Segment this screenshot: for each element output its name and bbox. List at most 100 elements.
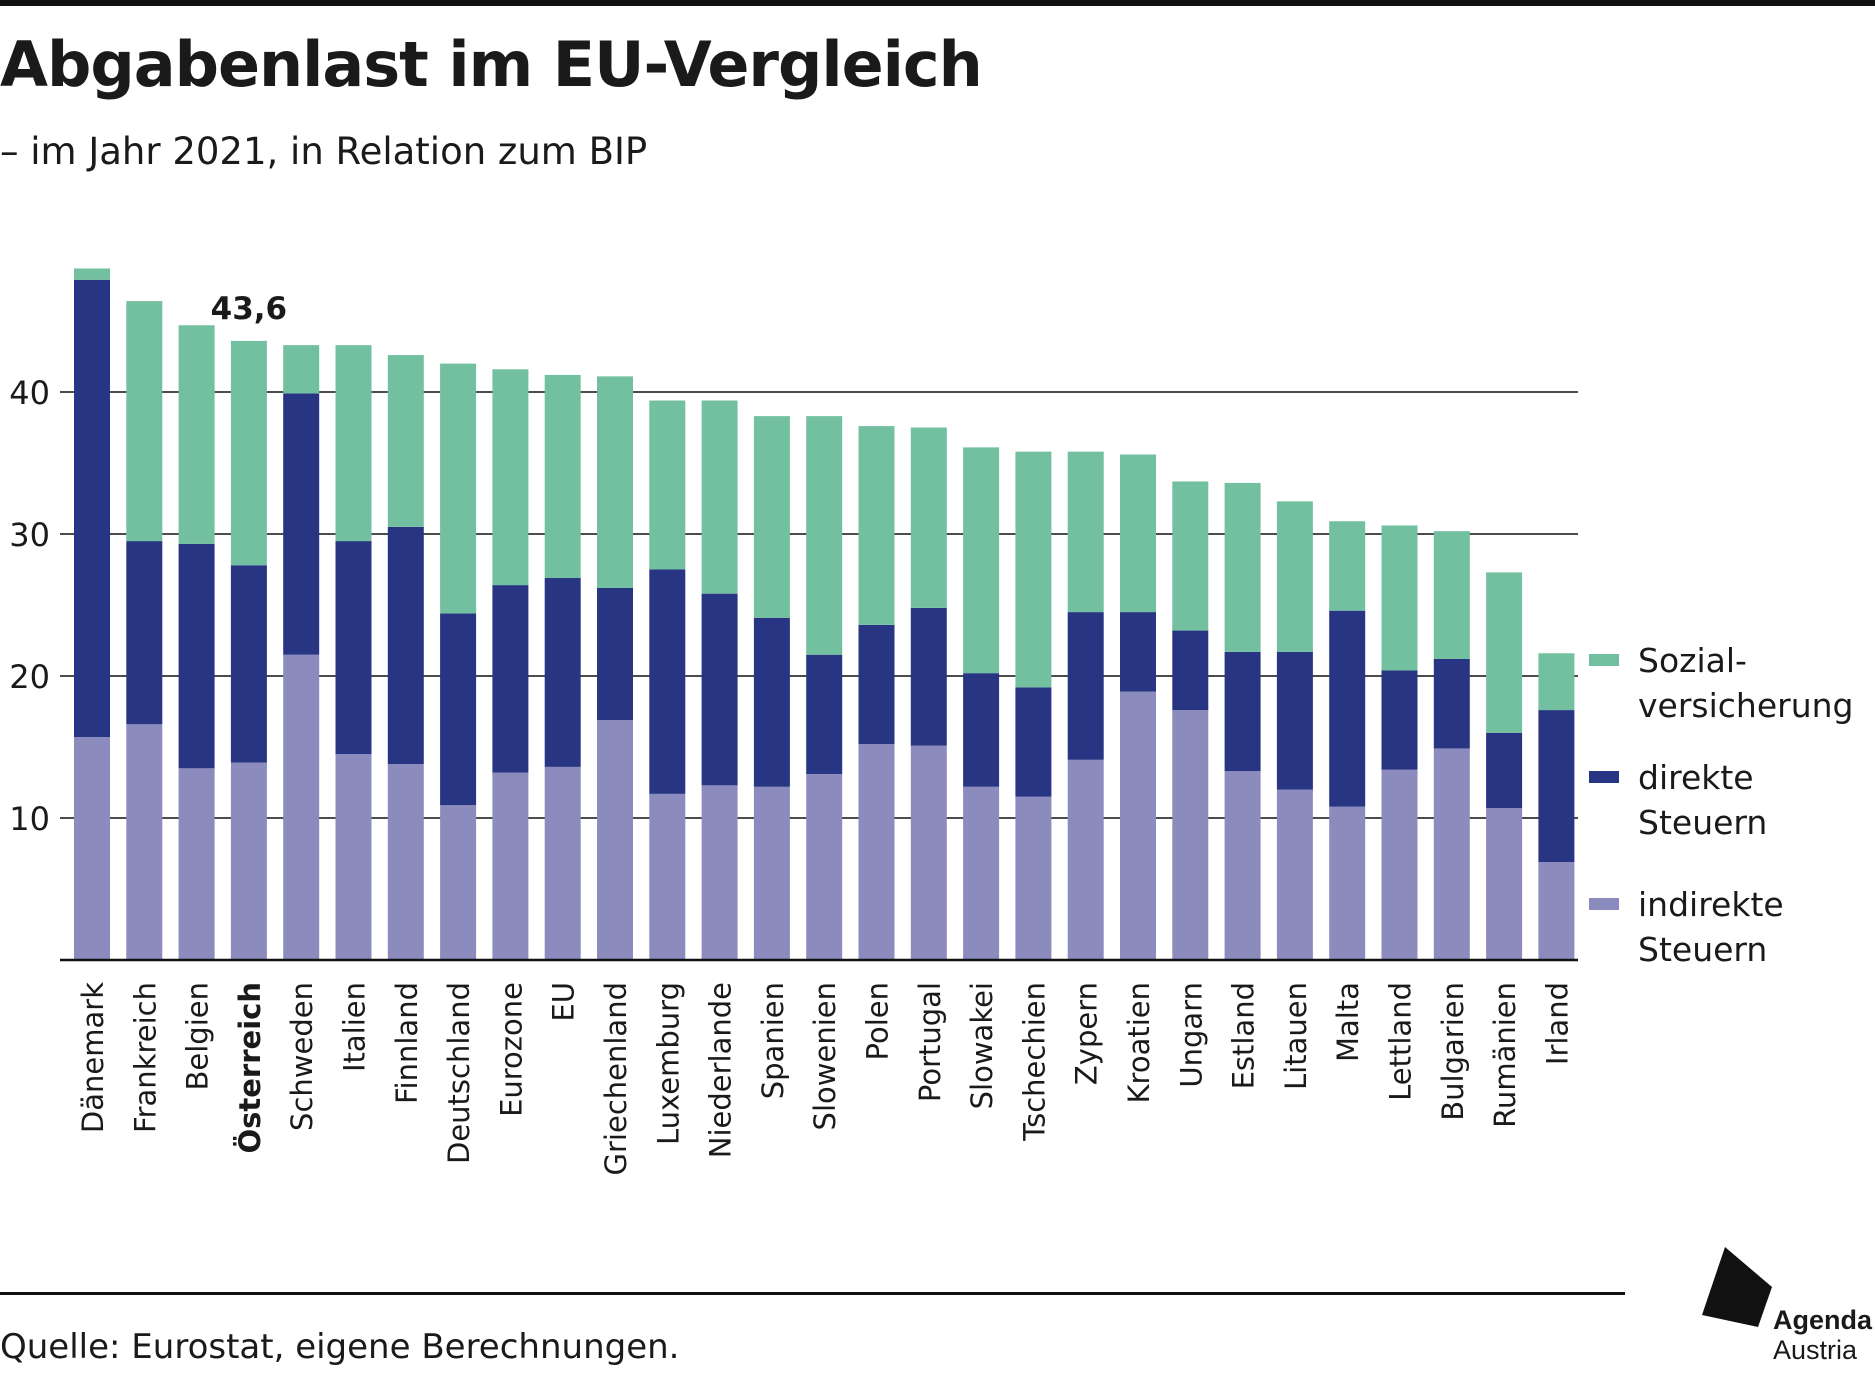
bar-segment bbox=[1015, 687, 1052, 797]
bar-segment bbox=[753, 786, 790, 960]
highlight-value-label: 43,6 bbox=[211, 291, 288, 327]
bar-segment bbox=[1120, 612, 1156, 692]
bar-segment bbox=[649, 569, 686, 794]
bar-segment bbox=[1381, 525, 1418, 671]
bar-segment bbox=[1433, 748, 1470, 960]
bar-segment bbox=[597, 376, 633, 588]
top-rule bbox=[0, 0, 1875, 6]
bar-segment bbox=[1538, 710, 1575, 863]
bar-segment bbox=[1224, 482, 1261, 652]
bar-segment bbox=[806, 773, 843, 960]
bar-segment bbox=[1486, 572, 1523, 733]
bar-segment bbox=[597, 720, 633, 960]
bar-segment bbox=[74, 737, 110, 960]
bar-segment bbox=[283, 654, 320, 960]
x-tick-label: Litauen bbox=[1279, 982, 1313, 1090]
bar-segment bbox=[597, 587, 633, 721]
bar-segment bbox=[649, 793, 686, 960]
y-tick-label: 40 bbox=[9, 374, 50, 412]
bar-segment bbox=[1486, 808, 1523, 960]
bar-segment bbox=[1172, 481, 1209, 631]
bar-segment bbox=[440, 363, 477, 614]
bar-segment bbox=[649, 400, 686, 570]
footer-rule bbox=[0, 1292, 1625, 1295]
x-tick-label: EU bbox=[547, 982, 581, 1022]
logo-line-2: Austria bbox=[1773, 1335, 1858, 1365]
x-tick-label: Finnland bbox=[390, 982, 424, 1104]
bar-segment bbox=[1538, 862, 1575, 960]
legend-label: Steuern bbox=[1638, 930, 1767, 969]
bar-segment bbox=[1329, 610, 1366, 807]
legend-label: Sozial- bbox=[1638, 641, 1747, 680]
bar-segment bbox=[1224, 651, 1261, 772]
bar-segment bbox=[858, 744, 895, 960]
bar-segment bbox=[1015, 451, 1052, 688]
bar-segment bbox=[963, 786, 1000, 960]
bar-segment bbox=[283, 393, 320, 655]
source-note: Quelle: Eurostat, eigene Berechnungen. bbox=[0, 1327, 680, 1367]
bar-segment bbox=[701, 785, 738, 960]
bar-segment bbox=[910, 745, 947, 960]
bar-segment bbox=[753, 617, 790, 787]
bar-segment bbox=[1067, 612, 1104, 760]
bar-segment bbox=[544, 374, 581, 579]
x-tick-label: Zypern bbox=[1070, 982, 1104, 1085]
bar-segment bbox=[806, 416, 843, 655]
legend-swatch bbox=[1589, 898, 1619, 910]
bar-segment bbox=[440, 613, 477, 806]
legend-label: indirekte bbox=[1638, 885, 1784, 924]
bar-segment bbox=[701, 400, 738, 594]
x-tick-label: Griechenland bbox=[599, 982, 633, 1175]
bar-segment bbox=[492, 585, 529, 773]
bar-segment bbox=[178, 543, 215, 769]
bar-segment bbox=[1486, 732, 1523, 809]
bar-segment bbox=[492, 772, 529, 960]
legend-label: Steuern bbox=[1638, 803, 1767, 842]
bar-segment bbox=[387, 526, 424, 765]
x-tick-label: Eurozone bbox=[494, 982, 528, 1117]
logo-line-1: Agenda bbox=[1773, 1305, 1873, 1335]
x-tick-label: Estland bbox=[1227, 982, 1261, 1089]
bar-segment bbox=[178, 325, 215, 544]
x-tick-label: Lettland bbox=[1384, 982, 1418, 1101]
bar-segment bbox=[283, 345, 320, 394]
x-tick-label: Bulgarien bbox=[1436, 982, 1470, 1121]
y-tick-label: 10 bbox=[9, 800, 50, 838]
bar-segment bbox=[1329, 521, 1366, 611]
bar-segment bbox=[910, 607, 947, 746]
bar-segment bbox=[126, 541, 163, 725]
bar-segment bbox=[858, 624, 895, 745]
bar-segment bbox=[1381, 769, 1418, 960]
bar-segment bbox=[126, 301, 163, 542]
bar-segment bbox=[335, 754, 372, 960]
bar-segment bbox=[178, 768, 215, 960]
x-tick-label: Deutschland bbox=[442, 982, 476, 1164]
bar-segment bbox=[1276, 789, 1313, 960]
bar-segment bbox=[230, 565, 267, 763]
x-tick-label: Kroatien bbox=[1122, 982, 1156, 1103]
bar-segment bbox=[963, 447, 1000, 674]
x-tick-label: Ungarn bbox=[1174, 982, 1208, 1088]
logo-text: Agenda Austria bbox=[1773, 1305, 1872, 1365]
bar-segment bbox=[1433, 531, 1470, 659]
stacked-bar-chart: 10 20 30 40 Dänemark Frankreich Belgien 43,6 Öst… bbox=[9, 268, 1853, 1175]
x-tick-label: Belgien bbox=[181, 982, 215, 1090]
bar-segment bbox=[1172, 630, 1209, 711]
bar-segment bbox=[126, 724, 163, 960]
x-tick-label: Rumänien bbox=[1488, 982, 1522, 1128]
chart-subtitle: – im Jahr 2021, in Relation zum BIP bbox=[0, 130, 648, 173]
bar-segment bbox=[1538, 653, 1575, 711]
bar-segment bbox=[544, 578, 581, 767]
y-tick-label: 20 bbox=[9, 658, 50, 696]
legend-label: direkte bbox=[1638, 758, 1754, 797]
bar-segment bbox=[1015, 796, 1052, 960]
bar-segment bbox=[858, 426, 895, 625]
x-tick-label: Dänemark bbox=[76, 982, 110, 1133]
x-tick-label: Malta bbox=[1331, 982, 1365, 1062]
chart-title: Abgabenlast im EU-Vergleich bbox=[0, 28, 983, 101]
bar-segment bbox=[806, 654, 843, 774]
bar-segment bbox=[230, 762, 267, 960]
bar-segment bbox=[387, 764, 424, 960]
bar-segment bbox=[544, 766, 581, 960]
x-tick-label: Portugal bbox=[913, 982, 947, 1102]
